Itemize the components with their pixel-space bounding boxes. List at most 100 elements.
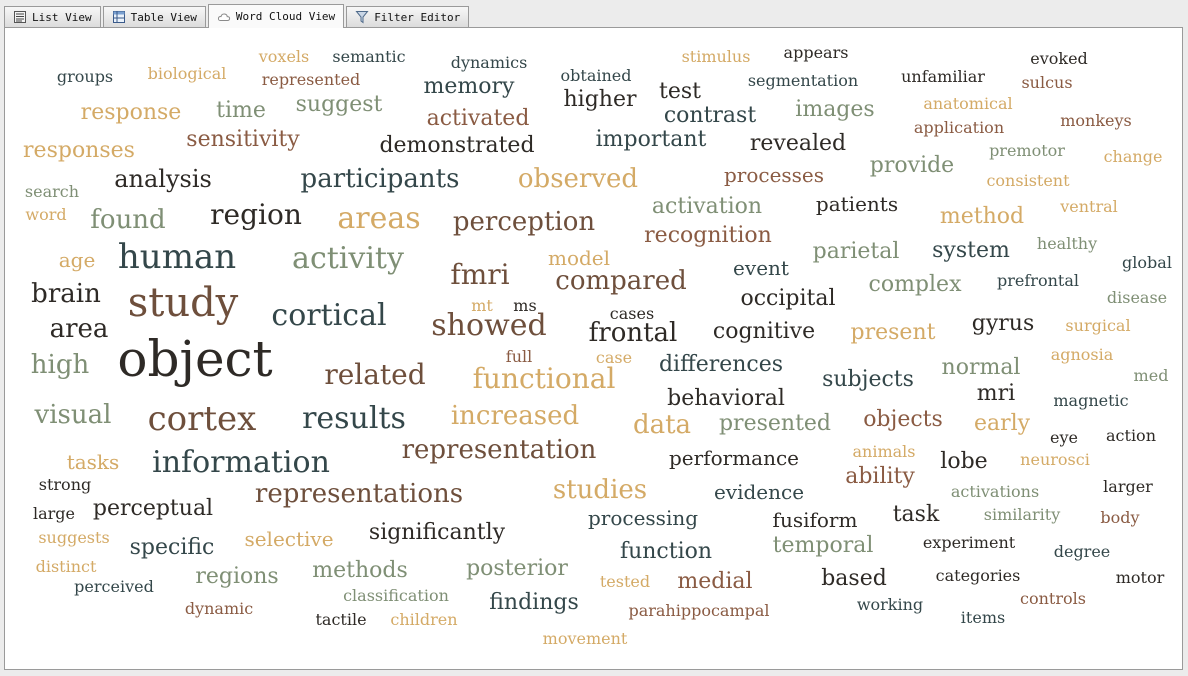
cloud-word-motor[interactable]: motor bbox=[1115, 568, 1165, 587]
cloud-word-mri[interactable]: mri bbox=[976, 381, 1016, 406]
cloud-word-objects[interactable]: objects bbox=[863, 407, 943, 432]
cloud-word-activations[interactable]: activations bbox=[950, 482, 1040, 501]
cloud-word-tested[interactable]: tested bbox=[599, 572, 651, 591]
cloud-word-demonstrated[interactable]: demonstrated bbox=[379, 133, 535, 158]
cloud-word-evidence[interactable]: evidence bbox=[713, 480, 805, 504]
cloud-word-large[interactable]: large bbox=[32, 504, 76, 523]
cloud-word-controls[interactable]: controls bbox=[1020, 589, 1086, 608]
cloud-word-parahippocampal[interactable]: parahippocampal bbox=[628, 601, 770, 620]
cloud-word-frontal[interactable]: frontal bbox=[588, 318, 678, 348]
cloud-word-age[interactable]: age bbox=[58, 248, 96, 272]
cloud-word-important[interactable]: important bbox=[595, 127, 707, 152]
cloud-word-based[interactable]: based bbox=[821, 566, 887, 591]
cloud-word-observed[interactable]: observed bbox=[517, 164, 639, 194]
cloud-word-high[interactable]: high bbox=[30, 350, 90, 380]
cloud-word-monkeys[interactable]: monkeys bbox=[1060, 111, 1132, 130]
cloud-word-areas[interactable]: areas bbox=[337, 201, 421, 236]
cloud-word-response[interactable]: response bbox=[80, 100, 182, 125]
cloud-word-increased[interactable]: increased bbox=[450, 401, 580, 431]
cloud-word-fusiform[interactable]: fusiform bbox=[772, 508, 858, 532]
cloud-word-recognition[interactable]: recognition bbox=[644, 223, 772, 248]
cloud-word-significantly[interactable]: significantly bbox=[368, 520, 506, 545]
cloud-word-application[interactable]: application bbox=[913, 118, 1005, 137]
cloud-word-differences[interactable]: differences bbox=[658, 352, 784, 377]
cloud-word-experiment[interactable]: experiment bbox=[922, 533, 1016, 552]
cloud-word-brain[interactable]: brain bbox=[31, 279, 101, 309]
cloud-word-working[interactable]: working bbox=[856, 595, 924, 614]
cloud-word-neurosci[interactable]: neurosci bbox=[1020, 450, 1090, 469]
tab-word-cloud-view[interactable]: Word Cloud View bbox=[207, 4, 345, 28]
cloud-word-function[interactable]: function bbox=[619, 539, 713, 564]
cloud-word-present[interactable]: present bbox=[850, 320, 936, 345]
cloud-word-categories[interactable]: categories bbox=[935, 566, 1021, 585]
cloud-word-magnetic[interactable]: magnetic bbox=[1053, 391, 1129, 410]
cloud-word-human[interactable]: human bbox=[117, 237, 237, 277]
cloud-word-selective[interactable]: selective bbox=[244, 527, 334, 551]
cloud-word-event[interactable]: event bbox=[733, 256, 789, 280]
cloud-word-representation[interactable]: representation bbox=[401, 435, 597, 465]
cloud-word-temporal[interactable]: temporal bbox=[772, 533, 874, 558]
cloud-word-children[interactable]: children bbox=[390, 610, 458, 629]
cloud-word-ability[interactable]: ability bbox=[845, 464, 915, 489]
cloud-word-cognitive[interactable]: cognitive bbox=[712, 319, 816, 344]
cloud-word-representations[interactable]: representations bbox=[254, 479, 464, 509]
cloud-word-mt[interactable]: mt bbox=[471, 296, 493, 315]
cloud-word-obtained[interactable]: obtained bbox=[560, 66, 632, 85]
cloud-word-contrast[interactable]: contrast bbox=[663, 103, 757, 128]
cloud-word-represented[interactable]: represented bbox=[261, 70, 361, 89]
cloud-word-behavioral[interactable]: behavioral bbox=[667, 386, 785, 411]
cloud-word-larger[interactable]: larger bbox=[1103, 477, 1153, 496]
cloud-word-specific[interactable]: specific bbox=[129, 535, 215, 560]
cloud-word-word[interactable]: word bbox=[25, 205, 67, 224]
tab-table-view[interactable]: Table View bbox=[102, 6, 206, 27]
cloud-word-items[interactable]: items bbox=[960, 608, 1006, 627]
cloud-word-region[interactable]: region bbox=[210, 198, 302, 231]
cloud-word-distinct[interactable]: distinct bbox=[35, 557, 97, 576]
cloud-word-groups[interactable]: groups bbox=[56, 67, 114, 86]
cloud-word-model[interactable]: model bbox=[547, 246, 611, 270]
cloud-word-presented[interactable]: presented bbox=[718, 411, 832, 436]
cloud-word-processing[interactable]: processing bbox=[587, 506, 699, 530]
cloud-word-full[interactable]: full bbox=[505, 347, 533, 366]
cloud-word-compared[interactable]: compared bbox=[555, 266, 687, 296]
cloud-word-healthy[interactable]: healthy bbox=[1036, 234, 1098, 253]
cloud-word-strong[interactable]: strong bbox=[38, 475, 92, 494]
cloud-word-perceptual[interactable]: perceptual bbox=[92, 496, 214, 521]
cloud-word-search[interactable]: search bbox=[24, 182, 80, 201]
cloud-word-classification[interactable]: classification bbox=[343, 586, 449, 605]
cloud-word-surgical[interactable]: surgical bbox=[1065, 316, 1131, 335]
cloud-word-cases[interactable]: cases bbox=[609, 304, 655, 323]
cloud-word-regions[interactable]: regions bbox=[195, 564, 279, 589]
cloud-word-global[interactable]: global bbox=[1122, 253, 1172, 272]
cloud-word-parietal[interactable]: parietal bbox=[812, 239, 900, 264]
tab-filter-editor[interactable]: Filter Editor bbox=[346, 6, 470, 27]
cloud-word-provide[interactable]: provide bbox=[869, 153, 955, 178]
cloud-word-results[interactable]: results bbox=[302, 401, 406, 436]
cloud-word-cortical[interactable]: cortical bbox=[271, 298, 387, 333]
cloud-word-degree[interactable]: degree bbox=[1053, 542, 1111, 561]
cloud-word-dynamic[interactable]: dynamic bbox=[184, 599, 254, 618]
cloud-word-subjects[interactable]: subjects bbox=[822, 367, 914, 392]
cloud-word-sulcus[interactable]: sulcus bbox=[1021, 73, 1073, 92]
cloud-word-prefrontal[interactable]: prefrontal bbox=[997, 271, 1079, 290]
cloud-word-sensitivity[interactable]: sensitivity bbox=[186, 127, 300, 152]
cloud-word-action[interactable]: action bbox=[1106, 426, 1156, 445]
cloud-word-animals[interactable]: animals bbox=[852, 442, 916, 461]
cloud-word-tactile[interactable]: tactile bbox=[315, 610, 367, 629]
cloud-word-higher[interactable]: higher bbox=[563, 87, 637, 112]
cloud-word-voxels[interactable]: voxels bbox=[258, 47, 310, 66]
cloud-word-activated[interactable]: activated bbox=[426, 106, 530, 131]
cloud-word-processes[interactable]: processes bbox=[723, 163, 825, 187]
cloud-word-lobe[interactable]: lobe bbox=[940, 449, 988, 474]
cloud-word-responses[interactable]: responses bbox=[23, 138, 135, 163]
cloud-word-occipital[interactable]: occipital bbox=[740, 286, 836, 311]
cloud-word-eye[interactable]: eye bbox=[1050, 428, 1078, 447]
cloud-word-perceived[interactable]: perceived bbox=[74, 577, 154, 596]
cloud-word-fmri[interactable]: fmri bbox=[450, 258, 510, 291]
cloud-word-complex[interactable]: complex bbox=[868, 272, 962, 297]
cloud-word-premotor[interactable]: premotor bbox=[989, 141, 1065, 160]
cloud-word-time[interactable]: time bbox=[216, 98, 266, 123]
cloud-word-consistent[interactable]: consistent bbox=[986, 171, 1070, 190]
cloud-word-information[interactable]: information bbox=[152, 445, 330, 480]
cloud-word-ventral[interactable]: ventral bbox=[1060, 197, 1118, 216]
